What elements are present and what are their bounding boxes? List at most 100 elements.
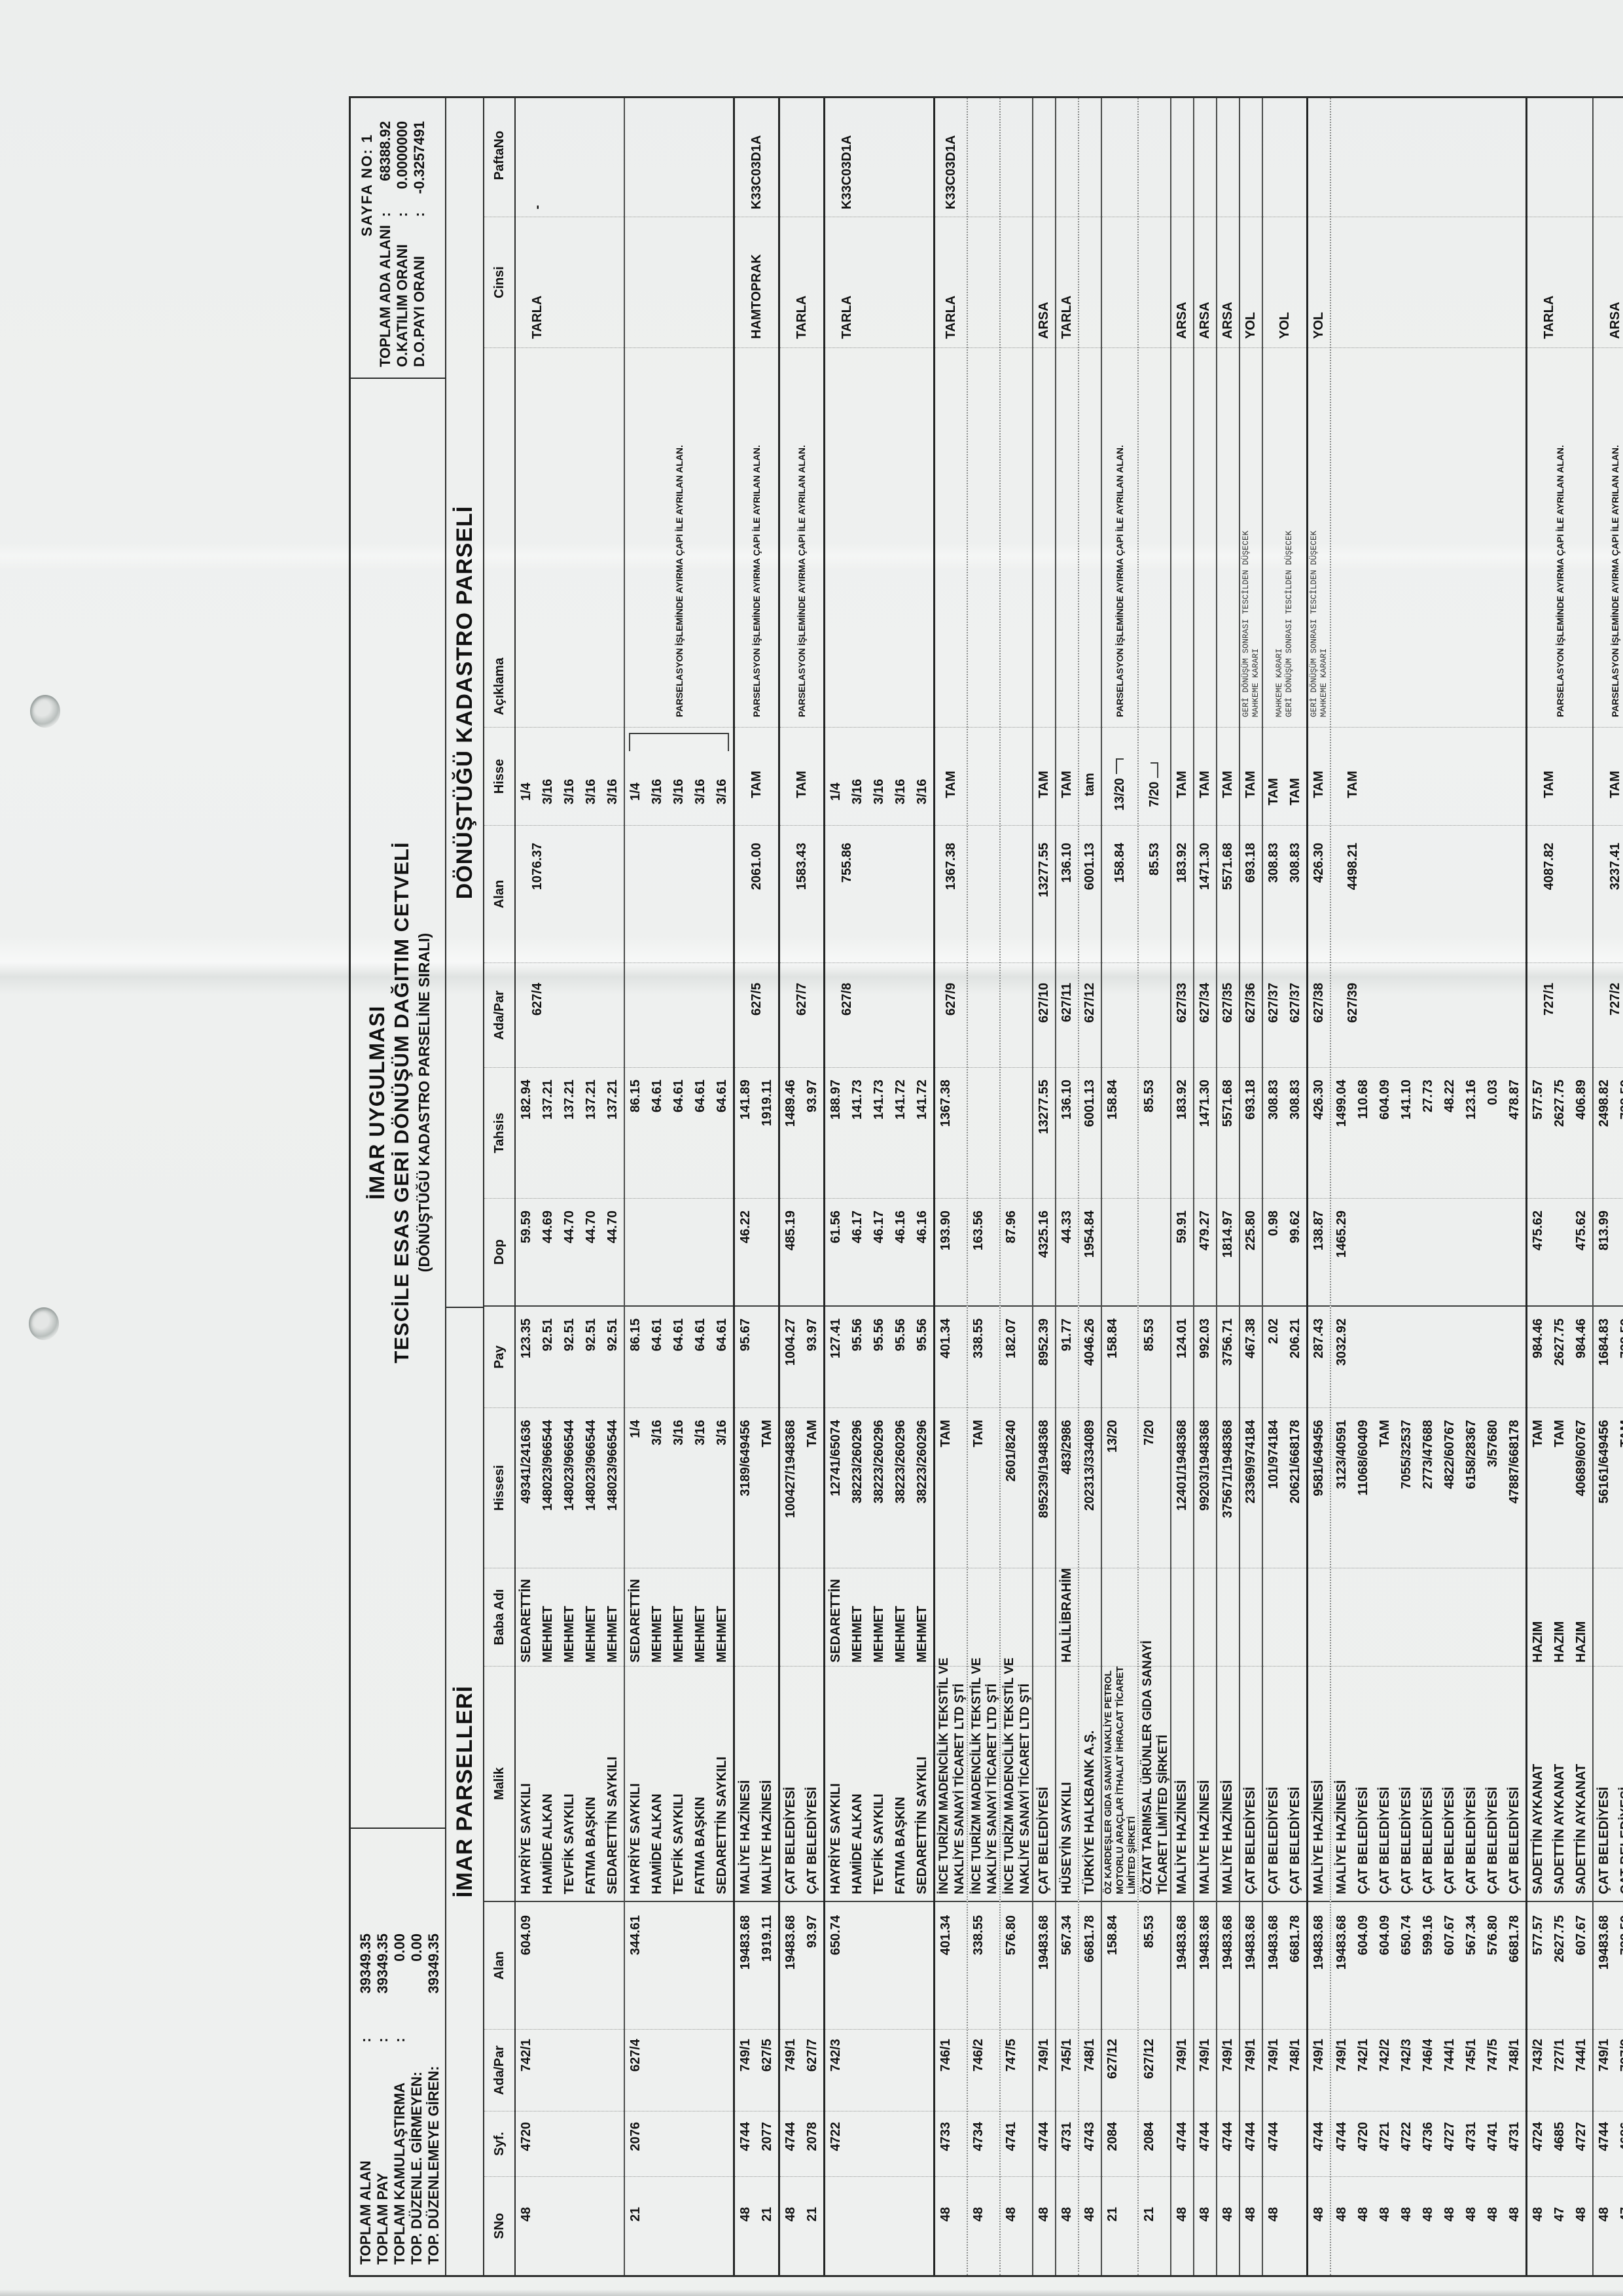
group-kadastro-alan: 3237.41 xyxy=(1607,843,1622,891)
aciklama-line: PARSELASYON İŞLEMİNDE AYIRMA ÇAPI İLE AY… xyxy=(1554,445,1565,717)
cell-ada-par: 742/1 xyxy=(1356,2039,1370,2072)
aciklama-line: MAHKEME KARARI xyxy=(1251,648,1260,717)
cell-dop: 163.56 xyxy=(971,1210,986,1251)
cell-k-hisse: 3/16 xyxy=(605,779,620,805)
group-kadastro-ada-par: 627/39 xyxy=(1345,983,1360,1023)
cell-alan: 338.55 xyxy=(971,1915,986,1956)
cell-k-hisse: 3/16 xyxy=(671,779,686,805)
total-row: TOPLAM KAMULAŞTIRMA : 0.00 xyxy=(391,1838,408,2265)
cell-tahsis: 1489.46 xyxy=(783,1080,798,1127)
group-kadastro-ada-par: 627/12 xyxy=(1082,983,1097,1023)
cell-pay: 95.56 xyxy=(915,1318,929,1352)
group-kadastro-ada-par: 627/8 xyxy=(839,983,854,1016)
cell-syf: 4686 xyxy=(1618,2122,1623,2151)
colon xyxy=(425,2032,442,2049)
group-kadastro-alan: 693.18 xyxy=(1243,843,1258,883)
cell-syf: 2078 xyxy=(805,2122,819,2151)
cell-baba-adi: MEHMET xyxy=(693,1606,707,1663)
cell-ada-par: 749/1 xyxy=(1221,2039,1235,2072)
cell-alan: 577.57 xyxy=(1531,1915,1545,1956)
column-header-9: Dop xyxy=(484,1199,514,1307)
aciklama-line: PARSELASYON İŞLEMİNDE AYIRMA ÇAPI İLE AY… xyxy=(1610,445,1620,717)
cell-ada-par: 749/1 xyxy=(1266,2039,1281,2072)
cell-dop: 813.99 xyxy=(1597,1210,1611,1251)
column-rule xyxy=(1217,348,1239,728)
column-rule xyxy=(1139,217,1170,348)
cell-syf: 4741 xyxy=(1004,2122,1018,2151)
group-kadastro-ada-par: 727/1 xyxy=(1541,983,1556,1016)
cell-baba-adi: SEDARETTİN xyxy=(519,1579,533,1663)
group-kadastro-ada-par: 627/38 xyxy=(1311,983,1326,1023)
group-kadastro-alan: 5571.68 xyxy=(1221,843,1235,891)
group-pafta-no: K33C03D1A xyxy=(943,135,958,209)
group-aciklama: PARSELASYON İŞLEMİNDE AYIRMA ÇAPI İLE AY… xyxy=(780,348,823,728)
cell-tahsis: 2627.75 xyxy=(1552,1080,1567,1127)
group-kadastro-hisse: 7/20 xyxy=(1139,728,1170,826)
cell-ada-par: 742/3 xyxy=(829,2039,843,2072)
cell-sno: 48 xyxy=(1198,2207,1212,2222)
cell-syf: 2076 xyxy=(628,2122,643,2151)
cell-k-hisse: 1/4 xyxy=(829,783,843,801)
cell-baba-adi: MEHMET xyxy=(650,1606,664,1663)
cell-malik: İNCE TURİZM MADENCİLİK TEKSTİL VE NAKLİYE… xyxy=(935,1657,967,1902)
table-group-4: 48 4744 749/1 19483.68 ÇAT BELEDİYESİ 100427/… xyxy=(778,94,823,2275)
cell-k-ada-par: 627/37 xyxy=(1266,983,1281,1023)
cell-sno: 48 xyxy=(1037,2207,1051,2222)
table-group-9: 48 4744 749/1 19483.68 ÇAT BELEDİYESİ 895239/… xyxy=(1032,94,1055,2275)
column-header-7: Hissesi xyxy=(484,1408,514,1568)
cell-dop: 44.69 xyxy=(541,1210,555,1244)
total-label: O.KATILIM ORANI xyxy=(394,244,410,367)
group-kadastro-alan: 1367.38 xyxy=(943,843,958,891)
cell-hissesi: 895239/1948368 xyxy=(1037,1420,1051,1519)
total-label: D.O.PAYI ORANI xyxy=(411,256,427,367)
group-cinsi: YOL xyxy=(1277,311,1292,339)
cell-syf: 4744 xyxy=(1221,2122,1235,2151)
cell-alan: 19483.68 xyxy=(1334,1915,1349,1970)
cell-malik: ÇAT BELEDİYESİ xyxy=(1486,1786,1500,1894)
cell-baba-adi: HAZIM xyxy=(1574,1621,1588,1663)
column-rule xyxy=(625,1199,733,1307)
column-rule xyxy=(1139,1199,1170,1307)
total-label: TOP. DÜZENLE. GİRMEYEN: xyxy=(408,2071,425,2265)
cell-sno: 48 xyxy=(1531,2207,1545,2222)
cell-pay: 182.07 xyxy=(1004,1318,1018,1359)
cell-tahsis: 1499.04 xyxy=(1334,1080,1349,1127)
cell-alan: 93.97 xyxy=(805,1915,819,1949)
cell-syf: 4731 xyxy=(1464,2122,1478,2151)
group-cinsi: YOL xyxy=(1311,311,1326,339)
cell-syf: 4722 xyxy=(829,2122,843,2151)
cell-sno: 48 xyxy=(1421,2207,1435,2222)
cell-sno: 48 xyxy=(783,2207,798,2222)
cell-hissesi: 49341/241636 xyxy=(519,1420,533,1504)
cell-alan: 19483.68 xyxy=(1198,1915,1212,1970)
cell-malik: HAYRİYE SAYKILI xyxy=(829,1783,843,1894)
group-kadastro-hisse: TAM xyxy=(1311,771,1326,798)
cell-ada-par: 746/1 xyxy=(938,2039,953,2072)
column-rule xyxy=(968,728,999,826)
column-rule xyxy=(1139,348,1170,728)
cell-hissesi: 1/4 xyxy=(628,1420,643,1438)
cell-tahsis: 137.21 xyxy=(541,1080,555,1120)
cell-tahsis: 141.73 xyxy=(850,1080,865,1120)
table-group-18: 48 4744 749/1 19483.68 ÇAT BELEDİYESİ 101/974… xyxy=(1262,94,1306,2275)
cell-baba-adi: SEDARETTİN xyxy=(829,1579,843,1663)
cell-hissesi: 148023/966544 xyxy=(541,1420,555,1511)
cell-pay: 95.67 xyxy=(738,1318,753,1352)
cell-alan: 604.09 xyxy=(1356,1915,1370,1956)
column-rule xyxy=(825,348,933,728)
cell-dop: 193.90 xyxy=(938,1210,953,1251)
cell-hissesi: TAM xyxy=(1618,1420,1623,1447)
cell-hissesi: 375671/1948368 xyxy=(1221,1420,1235,1519)
hisse-bracket xyxy=(1116,758,1124,774)
cell-sno: 48 xyxy=(1311,2207,1326,2222)
group-kadastro-ada-par: 627/4 xyxy=(529,983,544,1016)
cell-pay: 86.15 xyxy=(628,1318,643,1352)
cell-hissesi: 6158/28367 xyxy=(1464,1420,1478,1489)
total-row: O.KATILIM ORANI : 0.0000000 xyxy=(394,107,411,367)
cell-pay: 92.51 xyxy=(584,1318,598,1352)
title-block: İMAR UYGULMASI TESCİLE ESAS GERİ DÖNÜŞÜM… xyxy=(351,379,445,1828)
cell-tahsis: 693.18 xyxy=(1243,1080,1258,1120)
cell-alan: 738.59 xyxy=(1618,1915,1623,1956)
group-kadastro-alan: 2061.00 xyxy=(749,843,764,891)
cell-malik: ÇAT BELEDİYESİ xyxy=(1442,1786,1457,1894)
